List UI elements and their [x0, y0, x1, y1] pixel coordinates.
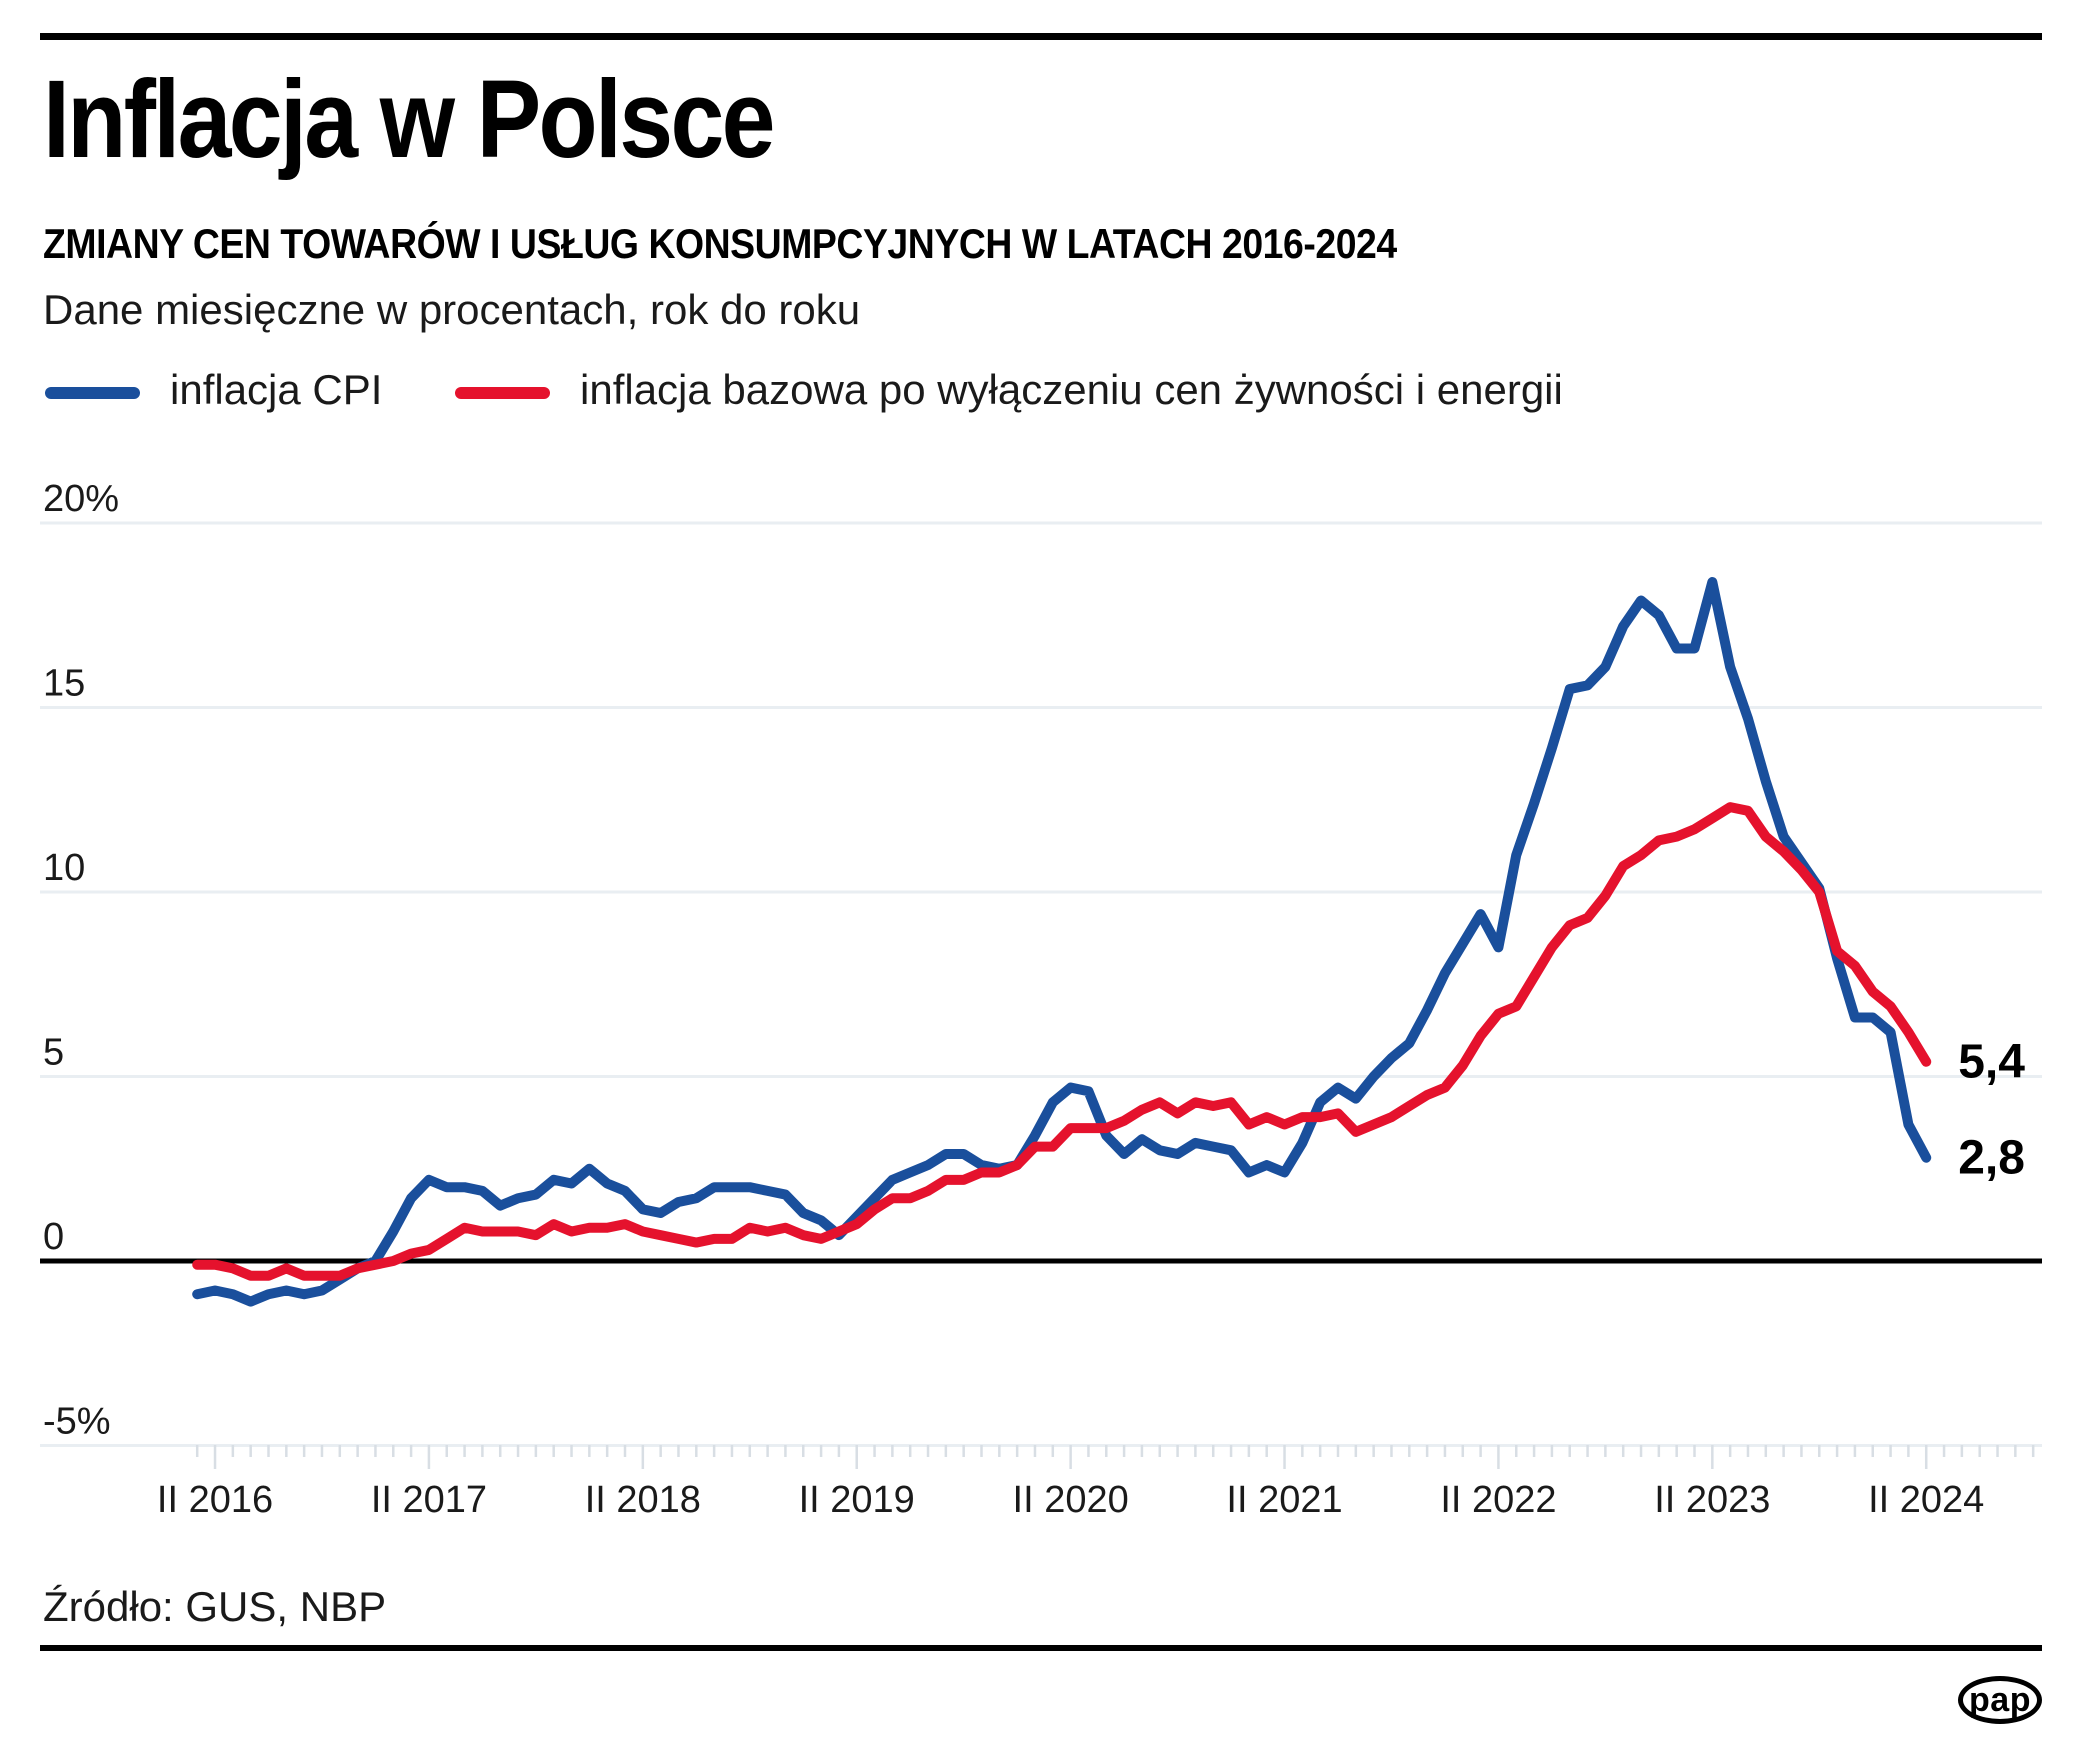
cpi-end-label: 2,8	[1958, 1132, 2025, 1185]
pap-logo: pap	[1958, 1676, 2042, 1724]
top-rule	[40, 33, 2042, 40]
core-line	[192, 802, 1932, 1281]
x-axis-label: II 2024	[1868, 1479, 1984, 1521]
x-axis-label: II 2022	[1440, 1479, 1556, 1521]
cpi-line	[192, 577, 1932, 1307]
core-legend-swatch	[455, 387, 550, 399]
x-axis-label: II 2019	[799, 1479, 915, 1521]
y-axis-label: -5%	[43, 1401, 111, 1443]
y-axis-label: 15	[43, 663, 85, 705]
x-axis-label: II 2018	[585, 1479, 701, 1521]
y-axis-label: 5	[43, 1032, 64, 1074]
core-legend-label: inflacja bazowa po wyłączeniu cen żywnoś…	[580, 366, 1563, 413]
x-axis-label: II 2016	[157, 1479, 273, 1521]
cpi-legend-swatch	[45, 387, 140, 399]
chart-subtitle: ZMIANY CEN TOWARÓW I USŁUG KONSUMPCYJNYC…	[43, 220, 1397, 267]
source-note: Źródło: GUS, NBP	[43, 1583, 387, 1630]
x-axis-label: II 2020	[1013, 1479, 1129, 1521]
cpi-legend-label: inflacja CPI	[170, 366, 383, 413]
bottom-rule	[40, 1645, 2042, 1651]
x-axis-label: II 2017	[371, 1479, 487, 1521]
x-axis-label: II 2023	[1654, 1479, 1770, 1521]
y-axis-label: 0	[43, 1216, 64, 1258]
chart-legend: inflacja CPI inflacja bazowa po wyłączen…	[0, 366, 2084, 416]
y-axis-label: 10	[43, 847, 85, 889]
chart-note: Dane miesięczne w procentach, rok do rok…	[43, 286, 861, 333]
core-end-label: 5,4	[1958, 1036, 2025, 1089]
y-axis-label: 20%	[43, 478, 119, 520]
page-title: Inflacja w Polsce	[43, 58, 776, 181]
x-axis-label: II 2021	[1226, 1479, 1342, 1521]
